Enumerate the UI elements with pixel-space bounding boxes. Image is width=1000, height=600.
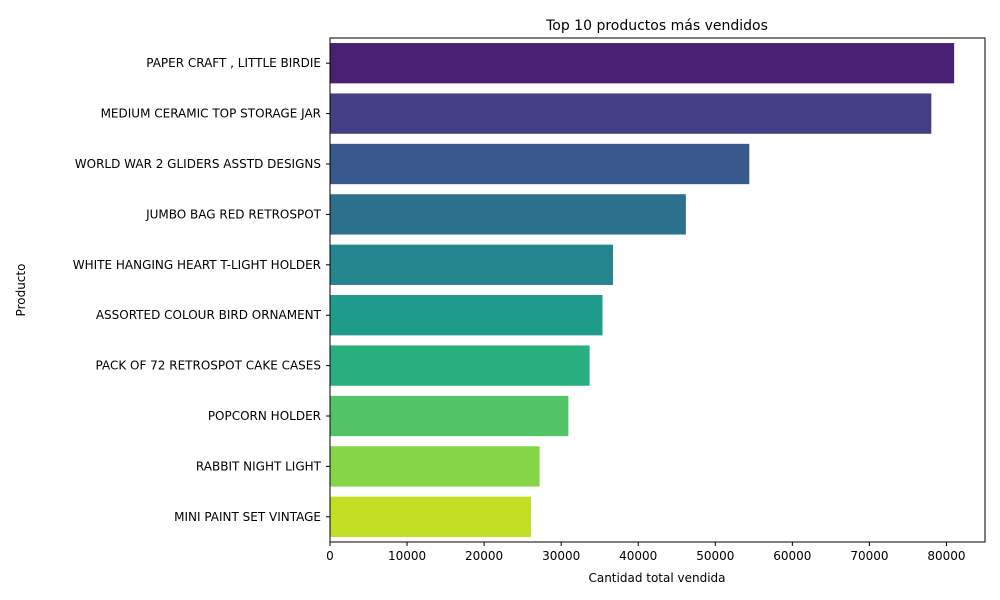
y-tick-label: POPCORN HOLDER	[208, 409, 321, 423]
x-ticks: 0 10000 20000 30000 40000 50000 60000 70000 8000…	[326, 542, 966, 563]
x-tick-label: 80000	[927, 549, 965, 563]
bar	[330, 194, 686, 235]
x-tick-label: 40000	[619, 549, 657, 563]
bar	[330, 143, 750, 185]
y-tick-label: PAPER CRAFT , LITTLE BIRDIE	[146, 56, 321, 70]
y-tick-label: ASSORTED COLOUR BIRD ORNAMENT	[96, 308, 322, 322]
y-tick-label: RABBIT NIGHT LIGHT	[196, 459, 322, 473]
y-tick-label: PACK OF 72 RETROSPOT CAKE CASES	[95, 359, 321, 373]
y-tick-label: WORLD WAR 2 GLIDERS ASSTD DESIGNS	[75, 157, 321, 171]
bars-group	[330, 43, 955, 537]
bar	[330, 244, 613, 285]
bar	[330, 43, 955, 84]
axes-frame	[329, 37, 986, 543]
x-tick-label: 70000	[850, 549, 888, 563]
x-tick-label: 30000	[542, 549, 580, 563]
bar	[330, 446, 540, 487]
x-tick-label: 0	[326, 549, 334, 563]
y-tick-label: MEDIUM CERAMIC TOP STORAGE JAR	[101, 107, 321, 121]
y-tick-labels: PAPER CRAFT , LITTLE BIRDIE MEDIUM CERAMI…	[73, 56, 330, 524]
bar	[330, 93, 932, 134]
chart-title: Top 10 productos más vendidos	[545, 18, 768, 34]
x-tick-label: 50000	[696, 549, 734, 563]
y-tick-label: MINI PAINT SET VINTAGE	[174, 510, 321, 524]
y-tick-label: JUMBO BAG RED RETROSPOT	[145, 207, 322, 221]
plot-frame	[329, 37, 986, 543]
bar	[330, 395, 569, 437]
bar	[330, 295, 603, 336]
y-axis-title: Producto	[14, 264, 28, 317]
x-tick-label: 60000	[773, 549, 811, 563]
x-tick-label: 20000	[465, 549, 503, 563]
bar	[330, 345, 590, 386]
y-tick-label: WHITE HANGING HEART T-LIGHT HOLDER	[73, 258, 321, 272]
x-tick-label: 10000	[388, 549, 426, 563]
bar	[330, 496, 531, 537]
x-axis-title: Cantidad total vendida	[588, 571, 725, 585]
